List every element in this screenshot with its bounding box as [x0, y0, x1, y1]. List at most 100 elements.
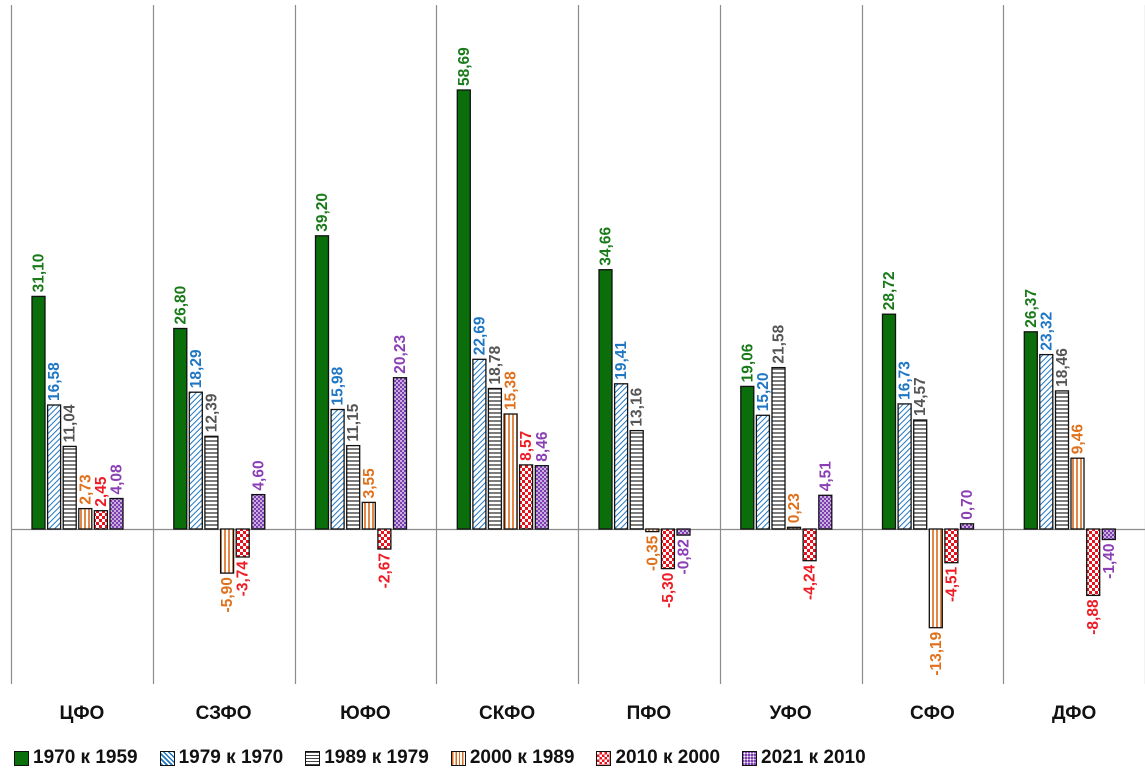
bar: [520, 465, 533, 529]
data-label: -4,51: [943, 566, 960, 602]
category-label: ЦФО: [59, 703, 104, 724]
legend-label: 1989 к 1979: [324, 747, 429, 769]
data-label: 19,41: [613, 341, 630, 380]
data-label: 58,69: [456, 47, 473, 86]
bar: [819, 495, 832, 529]
legend-swatch: [160, 751, 175, 766]
bar: [362, 502, 375, 529]
bar: [756, 415, 769, 529]
data-label: -13,19: [928, 631, 945, 675]
bar: [599, 270, 612, 529]
bar: [48, 405, 61, 529]
bar: [79, 509, 92, 529]
data-label: 14,57: [912, 377, 929, 416]
data-label: 28,72: [881, 271, 898, 310]
legend-swatch: [451, 751, 466, 766]
bar: [347, 446, 360, 529]
bar: [1056, 391, 1069, 529]
bar: [1040, 355, 1053, 529]
category-label: ПФО: [627, 703, 672, 724]
bar: [898, 404, 911, 529]
bar: [32, 296, 45, 529]
data-label: -8,88: [1085, 599, 1102, 635]
bar: [1071, 458, 1084, 529]
bar: [63, 446, 76, 529]
bar: [221, 529, 234, 573]
bar: [174, 329, 187, 530]
data-label: 18,29: [188, 349, 205, 388]
bar: [661, 529, 674, 569]
data-label: -4,24: [802, 564, 819, 600]
data-label: 3,55: [361, 468, 378, 499]
bar: [110, 499, 123, 530]
legend: 1970 к 1959 1979 к 1970 1989 к 1979 2000 к …: [14, 744, 1144, 772]
data-label: 8,46: [534, 431, 551, 462]
data-label: -0,35: [644, 535, 661, 571]
data-label: 8,57: [518, 431, 535, 461]
bar: [189, 392, 202, 529]
bar: [316, 236, 329, 529]
bar: [615, 384, 628, 529]
legend-swatch: [305, 751, 320, 766]
legend-label: 2010 к 2000: [615, 747, 720, 769]
data-label: 26,80: [172, 286, 189, 325]
category-label: СЗФО: [196, 703, 252, 724]
data-label: 16,58: [46, 362, 63, 401]
bar: [883, 314, 896, 529]
legend-item: 2010 к 2000: [596, 747, 720, 769]
legend-swatch: [14, 751, 29, 766]
legend-item: 2000 к 1989: [451, 747, 575, 769]
legend-swatch: [742, 751, 757, 766]
bar: [94, 511, 107, 529]
bar: [1024, 332, 1037, 529]
data-label: -5,30: [660, 573, 677, 608]
data-label: -5,90: [219, 577, 236, 612]
data-label: 12,39: [203, 393, 220, 432]
bar: [788, 527, 801, 529]
bar: [945, 529, 958, 563]
data-label: 16,73: [897, 361, 914, 400]
data-label: 2,45: [93, 476, 110, 507]
bar: [929, 529, 942, 628]
bar: [394, 378, 407, 529]
data-label: 15,38: [503, 371, 520, 410]
data-label: 26,37: [1023, 289, 1040, 328]
category-label: УФО: [770, 703, 812, 724]
data-label: 18,78: [487, 345, 504, 384]
data-label: 23,32: [1038, 312, 1055, 351]
legend-label: 2000 к 1989: [470, 747, 575, 769]
data-label: 0,70: [959, 490, 976, 520]
bar: [772, 368, 785, 529]
bar: [473, 359, 486, 529]
data-label: 15,98: [330, 366, 347, 405]
data-label: 9,46: [1070, 424, 1087, 455]
bar: [1087, 529, 1100, 595]
bar: [646, 529, 659, 532]
data-label: 22,69: [471, 316, 488, 355]
legend-label: 1970 к 1959: [33, 747, 138, 769]
bar: [535, 466, 548, 529]
category-label: ЮФО: [340, 703, 391, 724]
bar: [741, 386, 754, 529]
data-label: 15,20: [755, 373, 772, 412]
data-label: 4,51: [817, 461, 834, 492]
bar: [504, 414, 517, 529]
bar: [252, 495, 265, 529]
bar: [803, 529, 816, 561]
data-label: -3,74: [235, 561, 252, 597]
data-label: 34,66: [598, 227, 615, 266]
bar: [331, 410, 344, 530]
data-label: 0,23: [786, 493, 803, 524]
data-label: 18,46: [1054, 348, 1071, 387]
data-label: 11,15: [345, 403, 362, 441]
bar: [488, 389, 501, 530]
data-label: 2,73: [77, 474, 94, 505]
legend-label: 1979 к 1970: [179, 747, 284, 769]
data-label: 20,23: [392, 335, 409, 374]
legend-item: 1970 к 1959: [14, 747, 138, 769]
bar: [677, 529, 690, 535]
data-label: -2,67: [376, 553, 393, 588]
